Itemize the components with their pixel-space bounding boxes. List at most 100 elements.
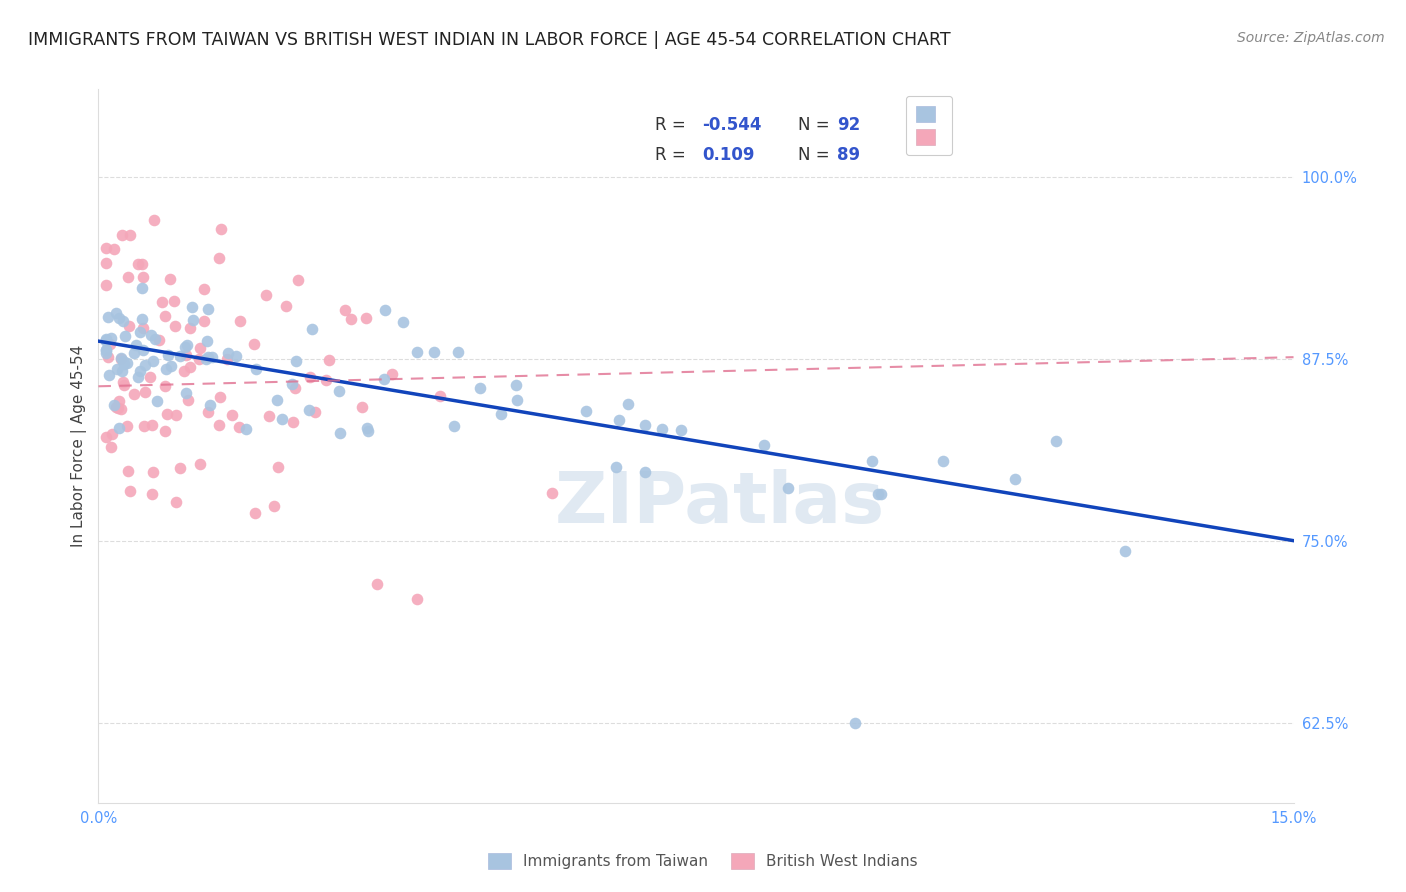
Point: [96, 343, 118, 357]
Point: [575, 404, 598, 418]
Point: [107, 311, 129, 326]
Point: [392, 315, 415, 329]
Point: [107, 421, 129, 435]
Point: [176, 338, 198, 352]
Point: [190, 341, 212, 355]
Point: [215, 352, 238, 367]
Text: ZIPatlas: ZIPatlas: [555, 468, 884, 538]
Point: [105, 306, 128, 320]
Point: [111, 364, 134, 378]
Point: [122, 387, 145, 401]
Point: [101, 426, 124, 441]
Point: [506, 392, 529, 407]
Point: [605, 460, 627, 475]
Point: [651, 422, 673, 436]
Point: [374, 303, 396, 318]
Point: [243, 337, 266, 351]
Point: [318, 352, 340, 367]
Point: [173, 340, 195, 354]
Point: [96, 332, 118, 346]
Point: [200, 398, 222, 412]
Point: [118, 318, 141, 333]
Point: [96, 346, 118, 360]
Text: 89: 89: [837, 146, 860, 164]
Point: [778, 481, 800, 495]
Point: [108, 394, 131, 409]
Point: [111, 227, 134, 242]
Point: [235, 422, 257, 436]
Point: [197, 302, 219, 317]
Point: [141, 327, 163, 342]
Point: [103, 398, 125, 412]
Point: [179, 359, 201, 374]
Point: [98, 336, 121, 351]
Point: [132, 419, 155, 434]
Point: [267, 459, 290, 474]
Point: [209, 222, 232, 236]
Point: [146, 393, 169, 408]
Point: [1114, 543, 1136, 558]
Point: [225, 349, 247, 363]
Point: [352, 400, 374, 414]
Point: [329, 425, 352, 440]
Point: [207, 251, 229, 265]
Point: [153, 379, 176, 393]
Text: N =: N =: [797, 116, 834, 135]
Point: [195, 334, 218, 348]
Point: [245, 506, 267, 520]
Point: [96, 256, 118, 270]
Point: [188, 352, 211, 367]
Point: [143, 213, 166, 227]
Point: [860, 454, 883, 468]
Legend: Immigrants from Taiwan, British West Indians: Immigrants from Taiwan, British West Ind…: [482, 847, 924, 875]
Point: [155, 362, 177, 376]
Point: [470, 381, 492, 395]
Point: [179, 321, 201, 335]
Point: [844, 715, 866, 730]
Point: [120, 484, 142, 499]
Point: [607, 413, 630, 427]
Point: [366, 577, 388, 591]
Point: [98, 368, 121, 382]
Point: [287, 273, 309, 287]
Point: [163, 319, 186, 334]
Point: [120, 227, 142, 242]
Point: [194, 351, 217, 366]
Point: [111, 314, 134, 328]
Point: [131, 312, 153, 326]
Point: [1004, 472, 1026, 486]
Point: [245, 361, 267, 376]
Point: [181, 300, 204, 314]
Point: [634, 418, 657, 433]
Point: [634, 465, 657, 479]
Point: [115, 419, 138, 434]
Point: [304, 404, 326, 418]
Text: 0.109: 0.109: [702, 146, 755, 164]
Y-axis label: In Labor Force | Age 45-54: In Labor Force | Age 45-54: [72, 345, 87, 547]
Point: [228, 419, 250, 434]
Point: [143, 332, 166, 346]
Point: [671, 424, 693, 438]
Point: [107, 401, 129, 415]
Point: [115, 355, 138, 369]
Point: [134, 358, 156, 372]
Point: [197, 405, 219, 419]
Point: [373, 372, 395, 386]
Point: [405, 345, 427, 359]
Point: [200, 350, 222, 364]
Point: [333, 303, 356, 318]
Legend: , : ,: [905, 96, 952, 154]
Text: 92: 92: [837, 116, 860, 135]
Point: [148, 333, 170, 347]
Point: [156, 407, 179, 421]
Point: [340, 312, 363, 326]
Point: [188, 457, 211, 471]
Point: [406, 591, 429, 606]
Point: [117, 464, 139, 478]
Point: [159, 271, 181, 285]
Point: [131, 257, 153, 271]
Point: [155, 424, 177, 438]
Point: [111, 354, 134, 368]
Text: N =: N =: [797, 146, 834, 164]
Point: [128, 325, 150, 339]
